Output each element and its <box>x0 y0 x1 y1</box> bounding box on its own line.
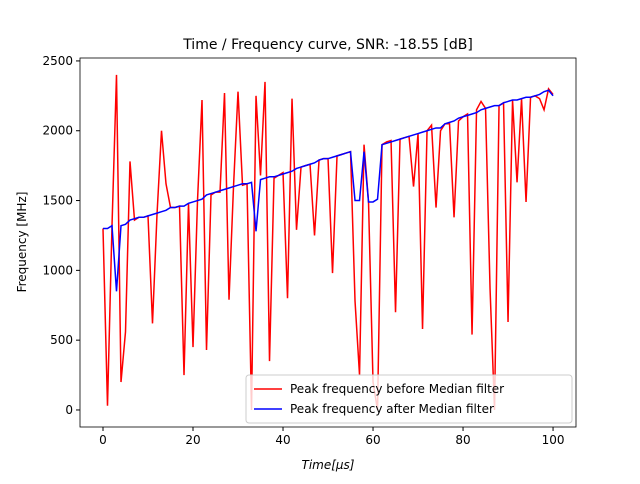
legend-label: Peak frequency after Median filter <box>290 402 494 416</box>
y-tick-label: 1000 <box>42 263 73 277</box>
legend-label: Peak frequency before Median filter <box>290 382 504 396</box>
data-line <box>102 74 554 411</box>
x-tick-label: 40 <box>275 433 290 447</box>
chart-title: Time / Frequency curve, SNR: -18.55 [dB] <box>182 37 473 53</box>
y-tick-label: 0 <box>65 403 73 417</box>
plot-frame <box>79 57 577 428</box>
y-axis-label: Frequency [MHz] <box>15 192 29 293</box>
x-tick-label: 0 <box>99 433 107 447</box>
data-line <box>102 89 554 292</box>
y-tick-label: 2000 <box>42 124 73 138</box>
x-tick-label: 100 <box>542 433 565 447</box>
x-tick-label: 80 <box>455 433 470 447</box>
x-tick-label: 20 <box>185 433 200 447</box>
legend-box <box>245 374 573 424</box>
y-tick-label: 1500 <box>42 194 73 208</box>
y-tick-label: 500 <box>50 333 73 347</box>
x-tick-label: 60 <box>365 433 380 447</box>
x-axis-label: Time[μs] <box>302 458 355 472</box>
y-tick-label: 2500 <box>42 54 73 68</box>
